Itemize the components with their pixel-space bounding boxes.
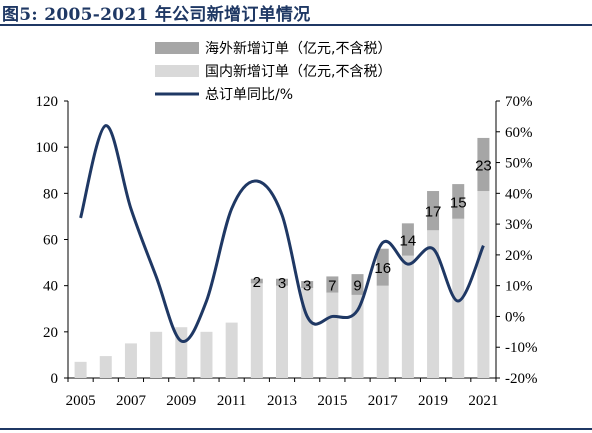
y-right-tick-label: 10% (505, 279, 533, 295)
bar-domestic (150, 331, 163, 378)
bar-domestic (477, 191, 490, 378)
bar-domestic (326, 292, 339, 378)
legend-swatch-bar (155, 65, 199, 77)
y-right-tick-label: -10% (505, 340, 538, 356)
bar-domestic (250, 283, 263, 378)
bar-data-label: 3 (278, 275, 286, 292)
bar-overseas (250, 278, 263, 284)
bar-domestic (124, 343, 137, 378)
bar-domestic (401, 255, 414, 378)
bar-data-label: 3 (303, 278, 311, 295)
bar-overseas (301, 281, 314, 288)
y-left-tick-label: 40 (43, 279, 58, 295)
x-tick-label: 2005 (66, 393, 96, 409)
x-tick-label: 2015 (317, 393, 347, 409)
legend-swatch-bar (155, 42, 199, 54)
bar-domestic (225, 322, 238, 378)
yoy-line (79, 124, 485, 343)
bar-overseas (351, 274, 364, 295)
bar-data-label: 14 (400, 233, 417, 250)
bar-domestic (99, 356, 112, 378)
bar-domestic (376, 285, 389, 378)
title-rule (0, 24, 592, 26)
x-tick-label: 2009 (166, 393, 196, 409)
bar-overseas (477, 137, 490, 192)
bar-domestic (276, 285, 288, 378)
footer-rule (0, 428, 592, 430)
bar-overseas (427, 191, 440, 231)
legend-label: 总订单同比/% (205, 87, 293, 103)
y-left-tick-label: 100 (36, 140, 59, 156)
y-right-tick-label: 40% (505, 186, 533, 202)
bar-data-label: 15 (450, 194, 467, 211)
bar-overseas (276, 278, 288, 286)
y-left-tick-label: 80 (43, 186, 58, 202)
bar-data-label: 16 (374, 260, 391, 277)
y-right-tick-label: 60% (505, 125, 533, 141)
bar-domestic (427, 230, 440, 378)
y-left-tick-label: 120 (36, 94, 59, 110)
bar-overseas (376, 248, 389, 286)
y-left-tick-label: 0 (51, 371, 59, 387)
bar-domestic (452, 218, 465, 378)
y-left-tick-label: 20 (43, 325, 58, 341)
legend-label: 海外新增订单（亿元,不含税） (205, 41, 391, 57)
x-tick-label: 2017 (368, 393, 399, 409)
bar-data-label: 7 (328, 278, 336, 295)
x-tick-label: 2021 (468, 393, 498, 409)
bar-data-label: 9 (353, 278, 361, 295)
y-right-tick-label: 30% (505, 217, 533, 233)
bar-overseas (326, 276, 339, 293)
bar-data-label: 2 (253, 274, 261, 291)
x-tick-label: 2013 (267, 393, 297, 409)
y-right-tick-label: 50% (505, 156, 533, 172)
legend-label: 国内新增订单（亿元,不含税） (205, 64, 391, 80)
bar-domestic (200, 331, 213, 378)
y-left-tick-label: 60 (43, 233, 58, 249)
bar-overseas (452, 184, 465, 219)
y-right-tick-label: 70% (505, 94, 533, 110)
y-right-tick-label: 0% (505, 309, 525, 325)
bar-domestic (74, 361, 87, 378)
x-tick-label: 2011 (217, 393, 246, 409)
bar-overseas (401, 223, 414, 256)
bar-data-label: 23 (475, 157, 492, 174)
y-right-tick-label: 20% (505, 248, 533, 264)
x-tick-label: 2007 (116, 393, 147, 409)
x-tick-label: 2019 (418, 393, 448, 409)
y-right-tick-label: -20% (505, 371, 538, 387)
chart-title: 图5: 2005-2021 年公司新增订单情况 (2, 5, 311, 25)
bar-data-label: 17 (425, 204, 442, 221)
